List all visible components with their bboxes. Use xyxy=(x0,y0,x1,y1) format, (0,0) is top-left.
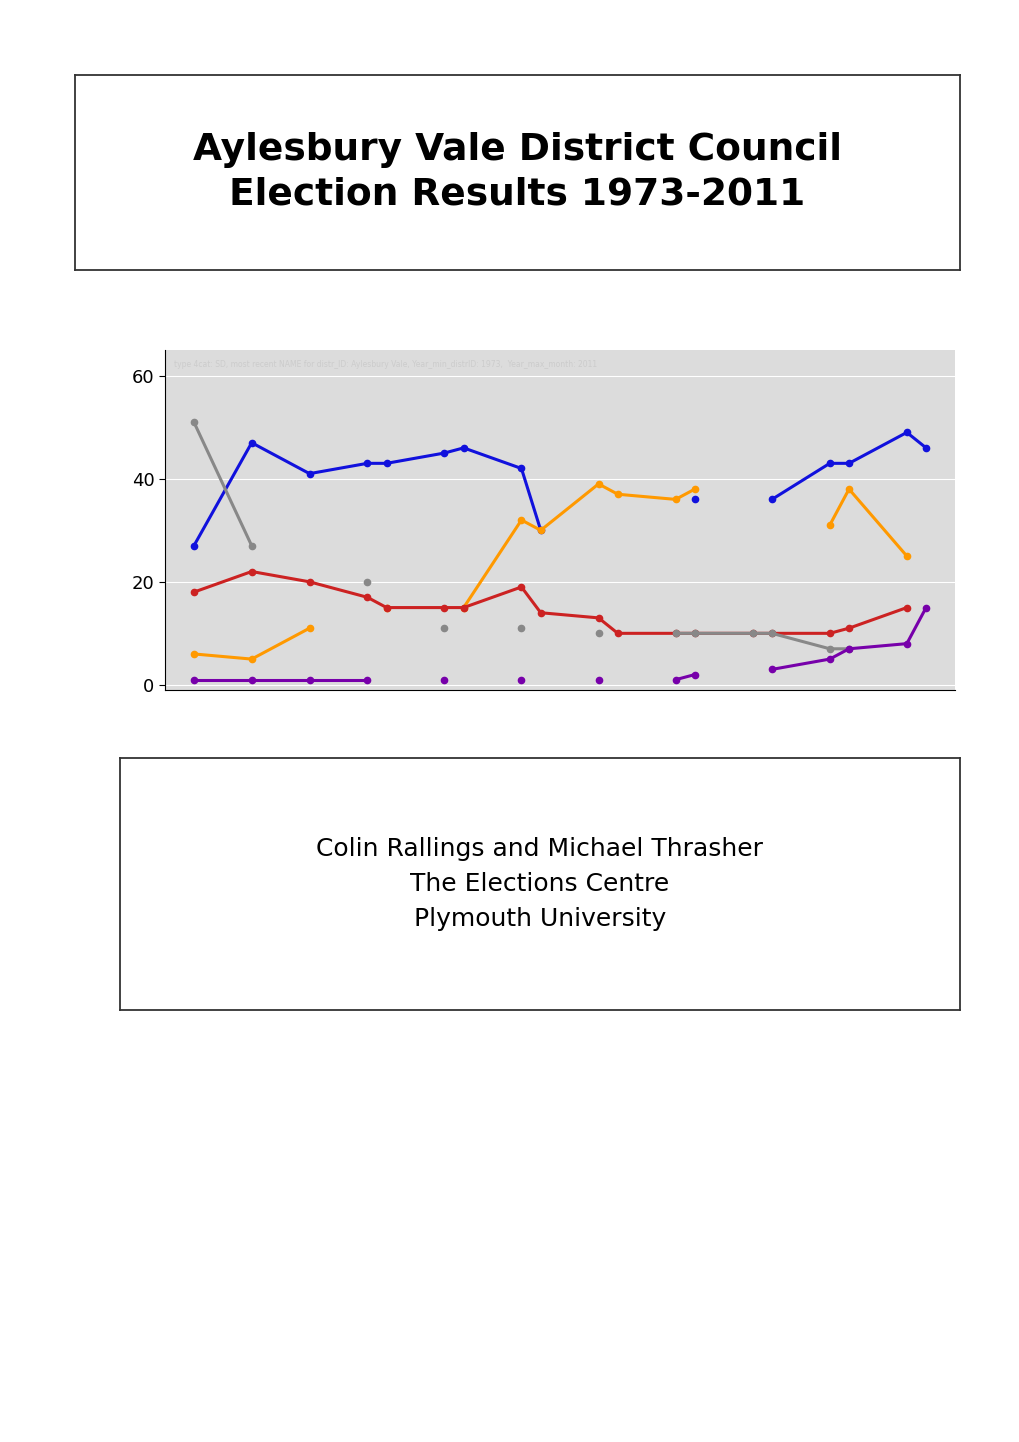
Text: Colin Rallings and Michael Thrasher
The Elections Centre
Plymouth University: Colin Rallings and Michael Thrasher The … xyxy=(316,836,763,932)
Text: type 4cat: SD, most recent NAME for distr_ID: Aylesbury Vale, Year_min_distrID: : type 4cat: SD, most recent NAME for dist… xyxy=(174,360,597,369)
Text: Aylesbury Vale District Council
Election Results 1973-2011: Aylesbury Vale District Council Election… xyxy=(193,133,841,213)
